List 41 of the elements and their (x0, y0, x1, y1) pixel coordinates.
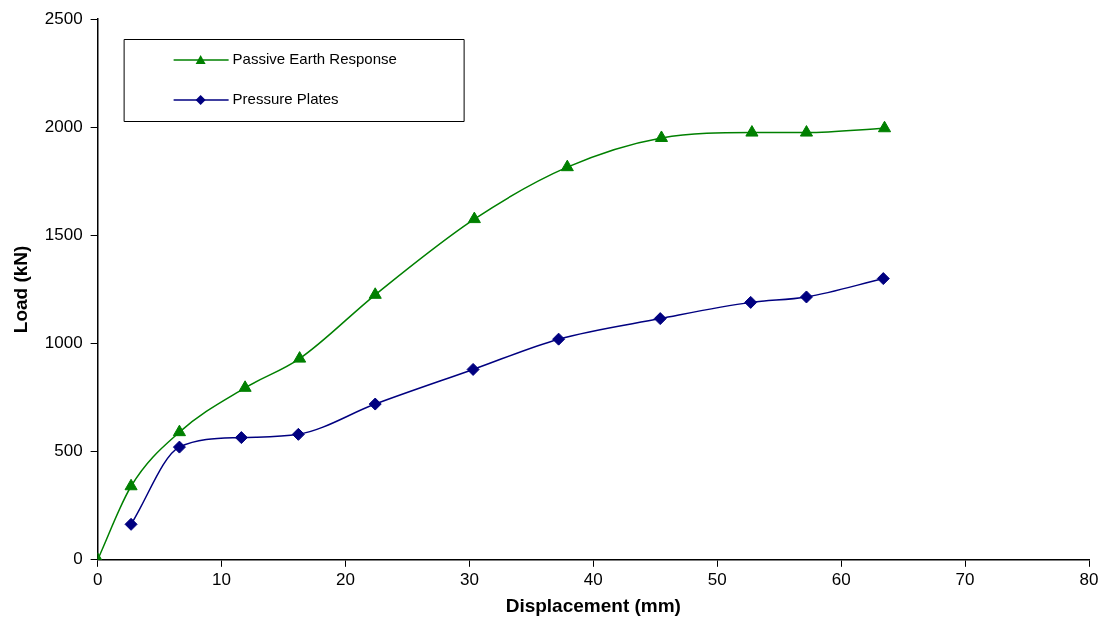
x-tick-label: 20 (336, 569, 355, 589)
point (291, 427, 305, 441)
x-axis-title: Displacement (mm) (505, 594, 681, 616)
point (467, 211, 481, 224)
point (654, 130, 669, 142)
point (234, 431, 248, 445)
point (124, 517, 138, 531)
point (172, 440, 186, 454)
y-tick-label: 0 (73, 549, 83, 569)
point (238, 380, 252, 392)
point (745, 125, 759, 137)
y-axis-title: Load (kN) (9, 245, 31, 334)
legend-label: Passive Earth Response (232, 50, 397, 68)
x-tick-label: 70 (955, 569, 975, 589)
point (368, 397, 382, 411)
point (799, 125, 814, 137)
x-tick-label: 80 (1079, 569, 1099, 589)
y-tick-label: 1500 (44, 225, 83, 245)
x-tick-label: 30 (459, 569, 479, 589)
point (876, 272, 890, 286)
point (877, 120, 892, 133)
point (124, 478, 138, 491)
y-tick-label: 2000 (44, 116, 83, 136)
point (653, 312, 667, 326)
point (293, 351, 307, 363)
y-tick-label: 2500 (44, 8, 83, 28)
y-tick-label: 1000 (44, 333, 83, 353)
point (368, 287, 382, 299)
legend-label: Pressure Plates (232, 90, 339, 108)
point (552, 332, 566, 346)
x-tick-label: 60 (831, 569, 851, 589)
x-tick-label: 10 (212, 569, 231, 589)
point (744, 295, 758, 309)
point (799, 290, 813, 304)
x-tick-label: 0 (92, 569, 103, 589)
point (560, 159, 574, 172)
point (172, 424, 186, 437)
point (466, 362, 480, 376)
y-tick-label: 500 (54, 441, 83, 461)
x-tick-label: 50 (707, 569, 727, 589)
x-tick-label: 40 (583, 569, 603, 589)
